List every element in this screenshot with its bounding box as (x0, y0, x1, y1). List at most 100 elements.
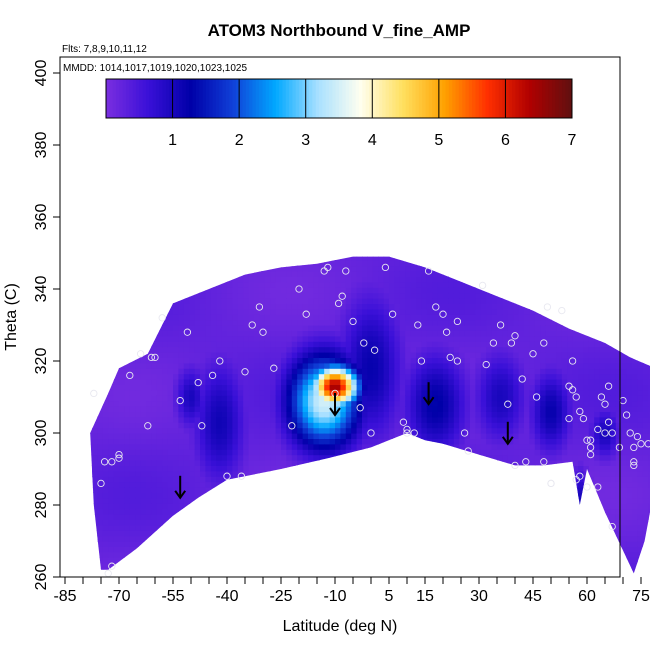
heatmap-cell (286, 384, 293, 391)
heatmap-cell (443, 476, 449, 483)
heatmap-cell (70, 303, 76, 309)
heatmap-cell (432, 346, 439, 353)
heatmap-cell (210, 406, 217, 412)
heatmap-cell (221, 281, 228, 288)
heatmap-cell (65, 422, 71, 428)
heatmap-cell (448, 244, 454, 250)
heatmap-cell (453, 341, 460, 348)
heatmap-cell (92, 384, 98, 391)
heatmap-cell (76, 476, 82, 482)
heatmap-cell (480, 314, 487, 321)
heatmap-cell (194, 325, 201, 331)
heatmap-cell (281, 541, 287, 547)
heatmap-cell (221, 433, 228, 439)
heatmap-cell (189, 292, 196, 299)
heatmap-cell (162, 308, 169, 315)
heatmap-cell (464, 508, 471, 515)
heatmap-cell (189, 433, 196, 439)
heatmap-cell (313, 256, 320, 261)
heatmap-cell (480, 330, 487, 337)
heatmap-cell (264, 379, 271, 385)
heatmap-cell (340, 524, 347, 531)
heatmap-cell (162, 362, 169, 369)
heatmap-cell (453, 368, 460, 375)
heatmap-cell (140, 449, 147, 456)
heatmap-cell (378, 470, 385, 477)
heatmap-cell (335, 465, 341, 472)
heatmap-cell (394, 256, 401, 261)
heatmap-cell (367, 325, 374, 331)
heatmap-cell (416, 465, 422, 472)
heatmap-cell (151, 298, 158, 304)
heatmap-cell (367, 551, 374, 558)
heatmap-cell (351, 557, 358, 564)
heatmap-cell (448, 508, 455, 515)
heatmap-cell (90, 541, 93, 547)
heatmap-cell (189, 568, 196, 574)
heatmap-cell (173, 476, 179, 483)
heatmap-cell (459, 503, 466, 510)
heatmap-cell (200, 519, 206, 526)
heatmap-cell (205, 508, 212, 515)
heatmap-cell (443, 449, 449, 456)
heatmap-cell (335, 454, 341, 461)
heatmap-cell (232, 546, 239, 553)
heatmap-cell (129, 481, 136, 488)
heatmap-cell (426, 454, 433, 461)
heatmap-cell (108, 379, 115, 385)
heatmap-cell (205, 373, 212, 380)
heatmap-cell (102, 443, 109, 450)
heatmap-cell (248, 460, 255, 466)
heatmap-cell (426, 470, 433, 477)
heatmap-cell (90, 281, 93, 288)
heatmap-cell (480, 260, 487, 267)
heatmap-cell (167, 379, 174, 385)
heatmap-cell (221, 373, 228, 380)
heatmap-cell (421, 470, 428, 477)
heatmap-cell (345, 265, 352, 272)
heatmap-cell (97, 460, 104, 466)
heatmap-cell (335, 557, 341, 564)
heatmap-cell (394, 368, 401, 375)
heatmap-cell (281, 281, 287, 288)
heatmap-cell (405, 341, 412, 348)
heatmap-cell (146, 427, 152, 434)
heatmap-cell (318, 519, 325, 526)
heatmap-cell (216, 341, 223, 348)
heatmap-cell (102, 406, 109, 412)
heatmap-cell (362, 400, 368, 407)
heatmap-cell (335, 256, 341, 261)
heatmap-cell (405, 357, 412, 364)
heatmap-cell (351, 454, 358, 461)
heatmap-cell (156, 395, 163, 402)
heatmap-cell (459, 416, 466, 423)
heatmap-cell (308, 325, 314, 331)
heatmap-cell (464, 298, 471, 304)
heatmap-cell (464, 492, 471, 499)
heatmap-cell (146, 384, 152, 391)
heatmap-cell (237, 487, 244, 493)
heatmap-cell (92, 438, 98, 445)
heatmap-cell (373, 244, 379, 250)
heatmap-cell (183, 308, 190, 315)
heatmap-cell (124, 292, 131, 299)
heatmap-cell (453, 568, 460, 574)
heatmap-cell (286, 335, 293, 342)
heatmap-cell (248, 568, 255, 574)
heatmap-cell (335, 308, 341, 315)
heatmap-cell (416, 497, 422, 504)
heatmap-cell (411, 573, 417, 579)
heatmap-cell (167, 406, 174, 412)
heatmap-cell (416, 562, 422, 569)
heatmap-cell (345, 519, 352, 526)
heatmap-cell (97, 379, 104, 385)
heatmap-cell (281, 319, 287, 326)
heatmap-cell (335, 573, 341, 579)
heatmap-cell (275, 476, 282, 483)
heatmap-cell (189, 476, 196, 483)
heatmap-cell (76, 438, 82, 444)
heatmap-cell (135, 449, 142, 456)
heatmap-cell (356, 557, 363, 564)
heatmap-cell (90, 341, 93, 348)
heatmap-cell (480, 362, 487, 369)
